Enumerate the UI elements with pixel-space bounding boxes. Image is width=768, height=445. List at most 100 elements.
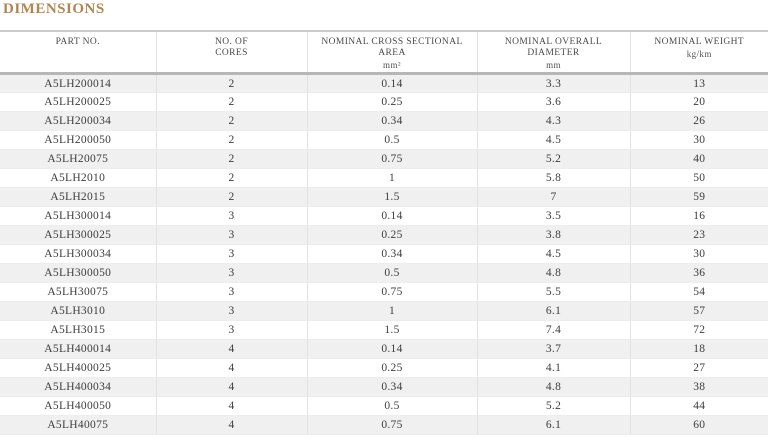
cell-weight: 20 [630,92,768,112]
column-header-weight: NOMINAL WEIGHT kg/km [630,31,768,75]
cell-area: 0.14 [307,339,478,359]
cell-diameter: 4.3 [477,111,631,131]
table-body: A5LH200014 2 0.14 3.3 13 A5LH200025 2 0.25 3.6 20… [0,73,768,435]
cell-area: 0.34 [307,377,478,397]
cell-weight: 26 [630,111,768,131]
cell-weight: 59 [630,187,768,207]
cell-part-no: A5LH40075 [0,415,157,435]
column-header-part-no: PART NO. [0,31,157,75]
column-header-cores: NO. OF CORES [156,31,308,75]
cell-part-no: A5LH3015 [0,320,157,340]
cell-part-no: A5LH2015 [0,187,157,207]
cell-cores: 4 [156,396,308,416]
table-row: A5LH200050 2 0.5 4.5 30 [0,130,768,150]
cell-cores: 2 [156,149,308,169]
cell-diameter: 3.5 [477,206,631,226]
cell-cores: 2 [156,187,308,207]
cell-cores: 3 [156,225,308,245]
cell-area: 0.25 [307,92,478,112]
cell-diameter: 4.8 [477,377,631,397]
column-header-diameter: NOMINAL OVERALL DIAMETER mm [477,31,631,75]
cell-part-no: A5LH400050 [0,396,157,416]
cell-part-no: A5LH400034 [0,377,157,397]
cell-weight: 16 [630,206,768,226]
cell-area: 0.5 [307,130,478,150]
cell-diameter: 7.4 [477,320,631,340]
cell-weight: 54 [630,282,768,302]
page-title: DIMENSIONS [3,1,105,17]
cell-cores: 3 [156,320,308,340]
cell-area: 0.75 [307,282,478,302]
cell-area: 0.34 [307,111,478,131]
table-row: A5LH300034 3 0.34 4.5 30 [0,244,768,264]
cell-diameter: 3.7 [477,339,631,359]
table-row: A5LH400050 4 0.5 5.2 44 [0,396,768,416]
cell-area: 0.5 [307,263,478,283]
cell-cores: 4 [156,415,308,435]
cell-weight: 23 [630,225,768,245]
cell-diameter: 4.5 [477,244,631,264]
table-row: A5LH400014 4 0.14 3.7 18 [0,339,768,359]
cell-weight: 40 [630,149,768,169]
cell-cores: 3 [156,263,308,283]
cell-part-no: A5LH2010 [0,168,157,188]
cell-part-no: A5LH400025 [0,358,157,378]
cell-diameter: 5.2 [477,396,631,416]
table-row: A5LH30075 3 0.75 5.5 54 [0,282,768,302]
table-row: A5LH3010 3 1 6.1 57 [0,301,768,321]
column-label: NOMINAL CROSS SECTIONAL AREA [321,37,463,58]
table-row: A5LH20075 2 0.75 5.2 40 [0,149,768,169]
table-row: A5LH200014 2 0.14 3.3 13 [0,73,768,93]
cell-diameter: 6.1 [477,301,631,321]
cell-diameter: 3.6 [477,92,631,112]
cell-weight: 36 [630,263,768,283]
cell-area: 1.5 [307,320,478,340]
cell-cores: 3 [156,206,308,226]
cell-part-no: A5LH200014 [0,73,157,93]
table-header-row: PART NO. NO. OF CORES NOMINAL CROSS SECT… [0,31,768,75]
column-unit: mm [546,60,561,70]
cell-diameter: 6.1 [477,415,631,435]
cell-area: 0.14 [307,73,478,93]
cell-part-no: A5LH300025 [0,225,157,245]
cell-part-no: A5LH300014 [0,206,157,226]
cell-area: 0.34 [307,244,478,264]
cell-diameter: 5.2 [477,149,631,169]
cell-area: 0.5 [307,396,478,416]
cell-diameter: 5.5 [477,282,631,302]
cell-diameter: 3.8 [477,225,631,245]
cell-part-no: A5LH30075 [0,282,157,302]
cell-area: 0.25 [307,358,478,378]
cell-weight: 30 [630,130,768,150]
table-row: A5LH3015 3 1.5 7.4 72 [0,320,768,340]
column-unit: kg/km [686,49,712,59]
column-label: NOMINAL WEIGHT [654,37,745,47]
column-label: NO. OF CORES [214,37,248,58]
cell-area: 0.25 [307,225,478,245]
cell-part-no: A5LH200025 [0,92,157,112]
cell-part-no: A5LH20075 [0,149,157,169]
cell-cores: 4 [156,358,308,378]
cell-part-no: A5LH300050 [0,263,157,283]
cell-cores: 3 [156,301,308,321]
cell-cores: 2 [156,73,308,93]
column-header-area: NOMINAL CROSS SECTIONAL AREA mm² [307,31,478,75]
table-row: A5LH300014 3 0.14 3.5 16 [0,206,768,226]
cell-weight: 50 [630,168,768,188]
table-row: A5LH200034 2 0.34 4.3 26 [0,111,768,131]
table-row: A5LH200025 2 0.25 3.6 20 [0,92,768,112]
cell-diameter: 3.3 [477,73,631,93]
cell-area: 0.75 [307,149,478,169]
cell-weight: 60 [630,415,768,435]
cell-part-no: A5LH200050 [0,130,157,150]
cell-diameter: 5.8 [477,168,631,188]
cell-cores: 4 [156,377,308,397]
table-row: A5LH300025 3 0.25 3.8 23 [0,225,768,245]
table-row: A5LH300050 3 0.5 4.8 36 [0,263,768,283]
cell-part-no: A5LH400014 [0,339,157,359]
cell-weight: 18 [630,339,768,359]
table-row: A5LH2015 2 1.5 7 59 [0,187,768,207]
cell-area: 1 [307,301,478,321]
column-unit: mm² [383,60,401,70]
cell-part-no: A5LH3010 [0,301,157,321]
